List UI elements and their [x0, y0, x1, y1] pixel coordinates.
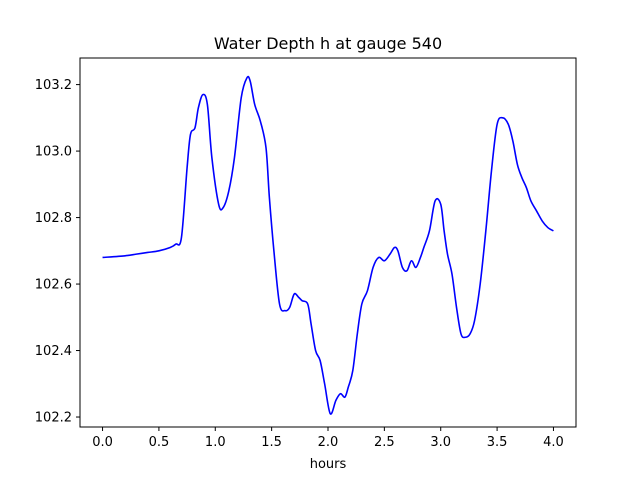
- y-tick-label: 102.2: [35, 411, 72, 426]
- chart-title: Water Depth h at gauge 540: [214, 34, 442, 53]
- plot-frame: [79, 57, 577, 428]
- y-tick-label: 102.6: [35, 278, 72, 293]
- x-tick-label: 2.5: [374, 435, 395, 450]
- series-line: [102, 75, 554, 415]
- y-tick-label: 102.8: [35, 211, 72, 226]
- x-tick-label: 0.0: [92, 435, 113, 450]
- y-tick-label: 102.4: [35, 344, 72, 359]
- y-tick-label: 103.2: [35, 78, 72, 93]
- x-tick-label: 3.5: [487, 435, 508, 450]
- plot-area: 0.0 0.5 1.0 1.5 2.0 2.5 3.0 3.5 4.0 102.2 102.4 102…: [35, 57, 577, 450]
- x-tick-label: 0.5: [149, 435, 170, 450]
- x-tick-label: 1.0: [205, 435, 226, 450]
- x-tick-label: 4.0: [543, 435, 564, 450]
- x-axis-label: hours: [310, 457, 347, 472]
- x-tick-label: 1.5: [261, 435, 282, 450]
- y-tick-label: 103.0: [35, 145, 72, 160]
- x-tick-label: 2.0: [318, 435, 339, 450]
- x-tick-label: 3.0: [430, 435, 451, 450]
